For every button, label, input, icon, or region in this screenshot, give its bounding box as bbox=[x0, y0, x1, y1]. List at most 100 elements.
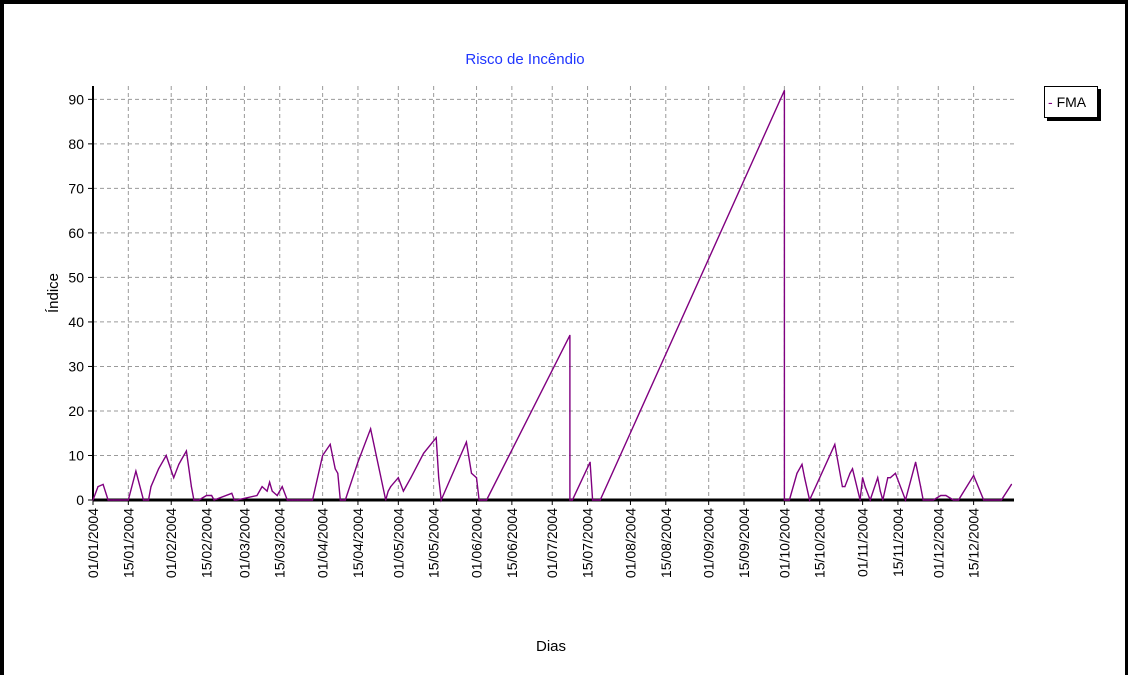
data-point bbox=[465, 441, 467, 443]
data-point bbox=[165, 454, 167, 457]
data-point bbox=[322, 454, 324, 457]
y-tick-label: 60 bbox=[68, 225, 84, 241]
chart-title: Risco de Incêndio bbox=[465, 51, 584, 68]
x-tick-label: 15/07/2004 bbox=[580, 508, 596, 578]
x-tick-label: 15/09/2004 bbox=[736, 508, 752, 578]
data-point bbox=[112, 499, 114, 501]
x-tick-label: 01/10/2004 bbox=[776, 508, 792, 578]
data-point bbox=[435, 437, 437, 439]
data-point bbox=[801, 463, 803, 465]
data-point bbox=[286, 499, 288, 501]
y-tick-label: 20 bbox=[68, 403, 84, 419]
data-point bbox=[231, 492, 233, 494]
y-tick-label: 30 bbox=[68, 358, 84, 374]
data-point bbox=[894, 472, 897, 474]
data-point bbox=[952, 499, 955, 501]
data-point bbox=[150, 486, 152, 488]
data-point bbox=[844, 486, 846, 488]
x-tick-label: 01/04/2004 bbox=[315, 508, 331, 578]
data-point bbox=[922, 499, 924, 501]
data-point bbox=[405, 486, 407, 488]
y-tick-label: 70 bbox=[68, 180, 84, 196]
data-point bbox=[783, 499, 786, 501]
data-point bbox=[385, 499, 387, 501]
x-axis-title: Dias bbox=[536, 638, 566, 655]
data-point bbox=[481, 499, 483, 501]
x-tick-label: 01/12/2004 bbox=[930, 508, 946, 578]
x-tick-label: 01/02/2004 bbox=[163, 508, 179, 578]
x-tick-label: 15/08/2004 bbox=[658, 508, 674, 578]
data-point bbox=[783, 89, 786, 92]
data-point bbox=[410, 477, 412, 479]
x-tick-label: 15/10/2004 bbox=[812, 508, 828, 578]
data-point bbox=[834, 443, 836, 445]
y-tick-label: 0 bbox=[76, 492, 84, 508]
y-tick-label: 10 bbox=[68, 447, 84, 463]
data-point bbox=[120, 499, 122, 501]
x-tick-label: 01/03/2004 bbox=[236, 508, 252, 578]
data-point bbox=[387, 490, 389, 492]
data-point bbox=[173, 477, 175, 479]
series-line-fma bbox=[92, 90, 1013, 503]
data-point bbox=[985, 499, 987, 501]
data-point bbox=[190, 486, 192, 488]
data-point bbox=[440, 499, 442, 501]
data-point bbox=[256, 494, 258, 497]
data-point bbox=[180, 459, 182, 461]
legend: - FMA bbox=[1044, 86, 1098, 118]
data-point bbox=[882, 499, 884, 501]
data-point bbox=[438, 477, 440, 479]
data-point bbox=[147, 499, 150, 501]
data-point bbox=[569, 499, 571, 501]
data-point bbox=[193, 499, 195, 501]
data-point bbox=[478, 499, 480, 501]
data-point bbox=[329, 443, 331, 445]
data-point bbox=[804, 477, 806, 479]
grid bbox=[93, 86, 1014, 500]
data-point bbox=[859, 499, 861, 501]
x-tick-label: 01/08/2004 bbox=[622, 508, 638, 578]
data-point bbox=[178, 463, 180, 465]
x-tick-label: 15/04/2004 bbox=[350, 508, 366, 578]
data-point bbox=[97, 486, 99, 488]
data-point bbox=[423, 452, 425, 454]
x-tick-label: 01/05/2004 bbox=[390, 508, 406, 578]
data-point bbox=[879, 490, 881, 492]
data-point bbox=[983, 499, 985, 501]
y-tick-label: 80 bbox=[68, 136, 84, 152]
data-point bbox=[940, 494, 942, 497]
axes bbox=[88, 86, 1014, 505]
data-point bbox=[339, 499, 341, 501]
data-point bbox=[107, 499, 109, 501]
data-point bbox=[185, 450, 187, 452]
data-point bbox=[932, 499, 934, 501]
data-point bbox=[344, 499, 346, 501]
data-point bbox=[296, 499, 298, 501]
data-point bbox=[973, 474, 975, 477]
data-point bbox=[955, 499, 957, 501]
data-point bbox=[475, 477, 478, 479]
data-point bbox=[334, 468, 336, 470]
x-tick-label: 01/11/2004 bbox=[855, 508, 871, 577]
data-point bbox=[236, 499, 238, 501]
series-layer bbox=[92, 89, 1013, 503]
data-point bbox=[809, 499, 811, 501]
data-point bbox=[397, 477, 399, 479]
x-tick-label: 01/07/2004 bbox=[544, 508, 560, 578]
data-point bbox=[862, 477, 864, 479]
data-point bbox=[945, 494, 947, 497]
data-point bbox=[470, 472, 473, 474]
data-point bbox=[211, 494, 213, 497]
x-tick-label: 01/06/2004 bbox=[469, 508, 485, 578]
data-point bbox=[589, 461, 591, 463]
data-point bbox=[889, 477, 892, 479]
y-tick-label: 50 bbox=[68, 269, 84, 285]
x-tick-label: 15/03/2004 bbox=[272, 508, 288, 578]
data-point bbox=[486, 499, 488, 501]
data-point bbox=[915, 461, 917, 463]
y-tick-label: 40 bbox=[68, 314, 84, 330]
data-point bbox=[887, 477, 889, 479]
data-point bbox=[311, 499, 314, 501]
x-tick-label: 15/06/2004 bbox=[504, 508, 520, 578]
